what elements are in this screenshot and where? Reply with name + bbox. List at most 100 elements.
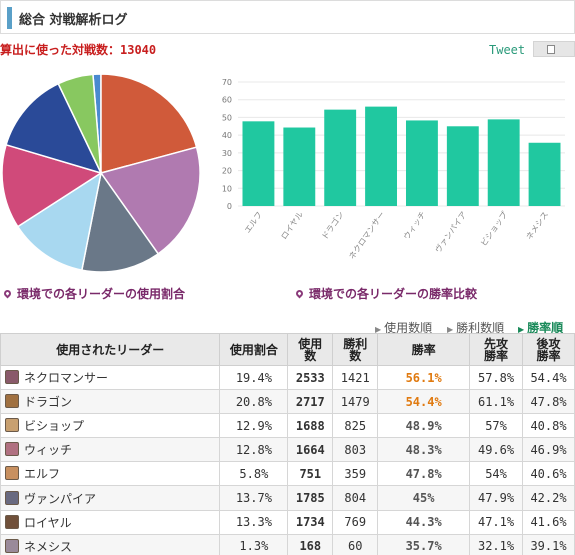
wins-cell: 60 — [332, 533, 379, 555]
share-cell: 5.8% — [219, 461, 289, 487]
sort-by-wins[interactable]: ▶ 勝利数順 — [447, 319, 504, 336]
leader-avatar-icon — [5, 442, 19, 457]
leader-name: エルフ — [24, 467, 61, 482]
tweet-link[interactable]: Tweet — [489, 43, 526, 57]
uses-cell: 2717 — [287, 389, 334, 415]
wins-cell: 825 — [332, 413, 379, 439]
leader-name: ネクロマンサー — [24, 371, 109, 386]
y-tick-label: 30 — [222, 149, 232, 158]
header-accent-bar — [7, 7, 12, 29]
bar — [365, 106, 398, 206]
x-tick-label: ビショップ — [479, 210, 509, 248]
bar — [283, 127, 316, 206]
leader-cell: ヴァンパイア — [0, 485, 221, 511]
location-pin-icon — [2, 288, 13, 299]
table-row: ネクロマンサー 19.4% 2533 1421 56.1% 57.8% 54.4% — [0, 364, 575, 391]
uses-cell: 1734 — [287, 509, 334, 535]
uses-cell: 2533 — [287, 364, 334, 391]
triangle-right-icon: ▶ — [447, 325, 454, 334]
first-winrate-cell: 47.9% — [469, 485, 524, 511]
y-tick-label: 20 — [222, 167, 232, 176]
y-tick-label: 60 — [222, 96, 232, 105]
table-row: エルフ 5.8% 751 359 47.8% 54% 40.6% — [0, 461, 575, 487]
first-winrate-cell: 61.1% — [469, 389, 524, 415]
leader-avatar-icon — [5, 490, 19, 505]
column-header-first-winrate: 先攻 勝率 — [469, 333, 524, 366]
winrate-cell: 47.8% — [377, 461, 471, 487]
wins-cell: 804 — [332, 485, 379, 511]
second-winrate-cell: 40.8% — [522, 413, 575, 439]
leader-stats-table: 使用されたリーダー 使用割合 使用 数 勝利 数 勝率 先攻 勝率 後攻 勝率 … — [0, 333, 575, 555]
winrate-cell: 54.4% — [377, 389, 471, 415]
column-header-leader: 使用されたリーダー — [0, 333, 221, 366]
pie-slice — [99, 146, 201, 255]
usage-pie-chart — [1, 73, 201, 273]
share-cell: 12.9% — [219, 413, 289, 439]
pie-slice — [5, 82, 103, 175]
second-winrate-cell: 47.8% — [522, 389, 575, 415]
pie-slice — [80, 171, 160, 273]
wins-cell: 1479 — [332, 389, 379, 415]
sort-label: 勝率順 — [527, 321, 564, 335]
table-row: ビショップ 12.9% 1688 825 48.9% 57% 40.8% — [0, 413, 575, 439]
winrate-cell: 56.1% — [377, 364, 471, 391]
uses-cell: 1785 — [287, 485, 334, 511]
y-tick-label: 10 — [222, 184, 232, 193]
uses-cell: 751 — [287, 461, 334, 487]
bar — [446, 126, 479, 206]
bar — [242, 121, 275, 206]
winrate-cell: 35.7% — [377, 533, 471, 555]
usage-caption: 環境での各リーダーの使用割合 — [2, 285, 186, 302]
first-winrate-cell: 57.8% — [469, 364, 524, 391]
column-header-wins: 勝利 数 — [332, 333, 379, 366]
wins-cell: 803 — [332, 437, 379, 463]
page-header: 総合 対戦解析ログ — [0, 0, 575, 34]
table-row: ドラゴン 20.8% 2717 1479 54.4% 61.1% 47.8% — [0, 389, 575, 415]
leader-name: ウィッチ — [24, 443, 73, 458]
leader-cell: ドラゴン — [0, 389, 221, 415]
leader-avatar-icon — [5, 538, 19, 553]
share-button[interactable] — [533, 41, 575, 57]
table-header-row: 使用されたリーダー 使用割合 使用 数 勝利 数 勝率 先攻 勝率 後攻 勝率 — [0, 333, 575, 366]
bar — [405, 120, 438, 206]
first-winrate-cell: 47.1% — [469, 509, 524, 535]
leader-name: ドラゴン — [24, 395, 73, 410]
location-pin-icon — [294, 288, 305, 299]
y-tick-label: 70 — [222, 78, 232, 87]
page-title: 総合 対戦解析ログ — [19, 13, 128, 28]
document-icon — [547, 45, 555, 54]
second-winrate-cell: 40.6% — [522, 461, 575, 487]
bar — [324, 109, 357, 206]
share-cell: 13.7% — [219, 485, 289, 511]
x-tick-label: エルフ — [243, 210, 264, 235]
x-tick-label: ヴァンパイア — [433, 209, 469, 254]
pie-slice — [1, 143, 103, 228]
winrate-cell: 45% — [377, 485, 471, 511]
wins-cell: 1421 — [332, 364, 379, 391]
uses-cell: 168 — [287, 533, 334, 555]
sort-by-winrate[interactable]: ▶ 勝率順 — [518, 319, 563, 336]
y-tick-label: 40 — [222, 131, 232, 140]
winrate-cell: 44.3% — [377, 509, 471, 535]
winrate-caption-text: 環境での各リーダーの勝率比較 — [309, 287, 478, 301]
sort-label: 勝利数順 — [456, 321, 505, 335]
second-winrate-cell: 54.4% — [522, 364, 575, 391]
share-cell: 1.3% — [219, 533, 289, 555]
column-header-second-winrate: 後攻 勝率 — [522, 333, 575, 366]
bar — [528, 142, 561, 206]
share-cell: 13.3% — [219, 509, 289, 535]
x-tick-label: ロイヤル — [279, 210, 305, 241]
y-tick-label: 0 — [227, 202, 232, 211]
second-winrate-cell: 46.9% — [522, 437, 575, 463]
first-winrate-cell: 54% — [469, 461, 524, 487]
table-row: ロイヤル 13.3% 1734 769 44.3% 47.1% 41.6% — [0, 509, 575, 535]
leader-cell: エルフ — [0, 461, 221, 487]
leader-avatar-icon — [5, 370, 19, 385]
first-winrate-cell: 49.6% — [469, 437, 524, 463]
sort-by-uses[interactable]: ▶ 使用数順 — [375, 319, 432, 336]
leader-avatar-icon — [5, 418, 19, 433]
winrate-cell: 48.9% — [377, 413, 471, 439]
sort-label: 使用数順 — [384, 321, 433, 335]
usage-caption-text: 環境での各リーダーの使用割合 — [17, 287, 186, 301]
table-row: ネメシス 1.3% 168 60 35.7% 32.1% 39.1% — [0, 533, 575, 555]
